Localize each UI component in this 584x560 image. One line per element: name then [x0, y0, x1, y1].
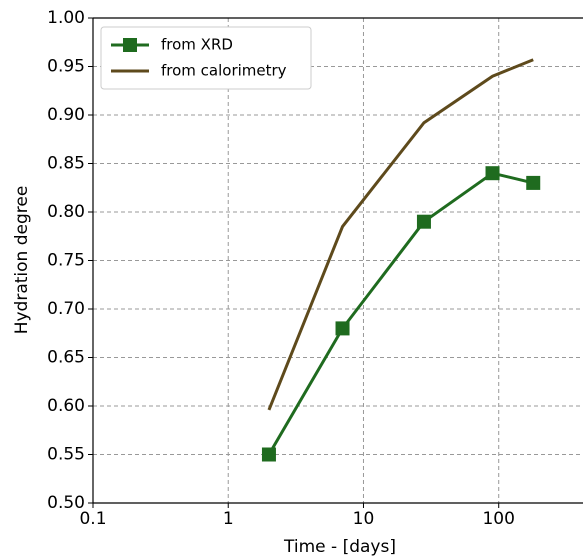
y-tick-label: 0.55 [47, 445, 85, 465]
marker [485, 166, 500, 181]
x-tick-label: 10 [353, 509, 375, 529]
legend: from XRD from calorimetry [100, 26, 312, 90]
x-tick-label: 1 [223, 509, 234, 529]
marker [416, 214, 431, 229]
marker [526, 175, 541, 190]
y-tick-label: 1.00 [47, 8, 85, 28]
legend-marker [123, 38, 137, 52]
series-line [267, 58, 534, 411]
y-tick-label: 0.95 [47, 57, 85, 77]
legend-box [100, 26, 312, 90]
x-axis-label: Time - [days] [283, 537, 396, 557]
y-axis-label: Hydration degree [12, 186, 32, 335]
legend-label: from XRD [161, 36, 233, 54]
marker [335, 321, 350, 336]
marker [261, 447, 276, 462]
x-tick-label: 0.1 [79, 509, 106, 529]
y-tick-label: 0.50 [47, 493, 85, 513]
y-tick-label: 0.65 [47, 348, 85, 368]
x-tick-label: 100 [482, 509, 514, 529]
y-tick-label: 0.90 [47, 105, 85, 125]
y-tick-label: 0.75 [47, 251, 85, 271]
legend-label: from calorimetry [161, 62, 287, 80]
y-tick-label: 0.70 [47, 299, 85, 319]
y-tick-label: 0.85 [47, 154, 85, 174]
y-tick-label: 0.60 [47, 396, 85, 416]
plot-frame [92, 17, 583, 504]
y-tick-label: 0.80 [47, 202, 85, 222]
